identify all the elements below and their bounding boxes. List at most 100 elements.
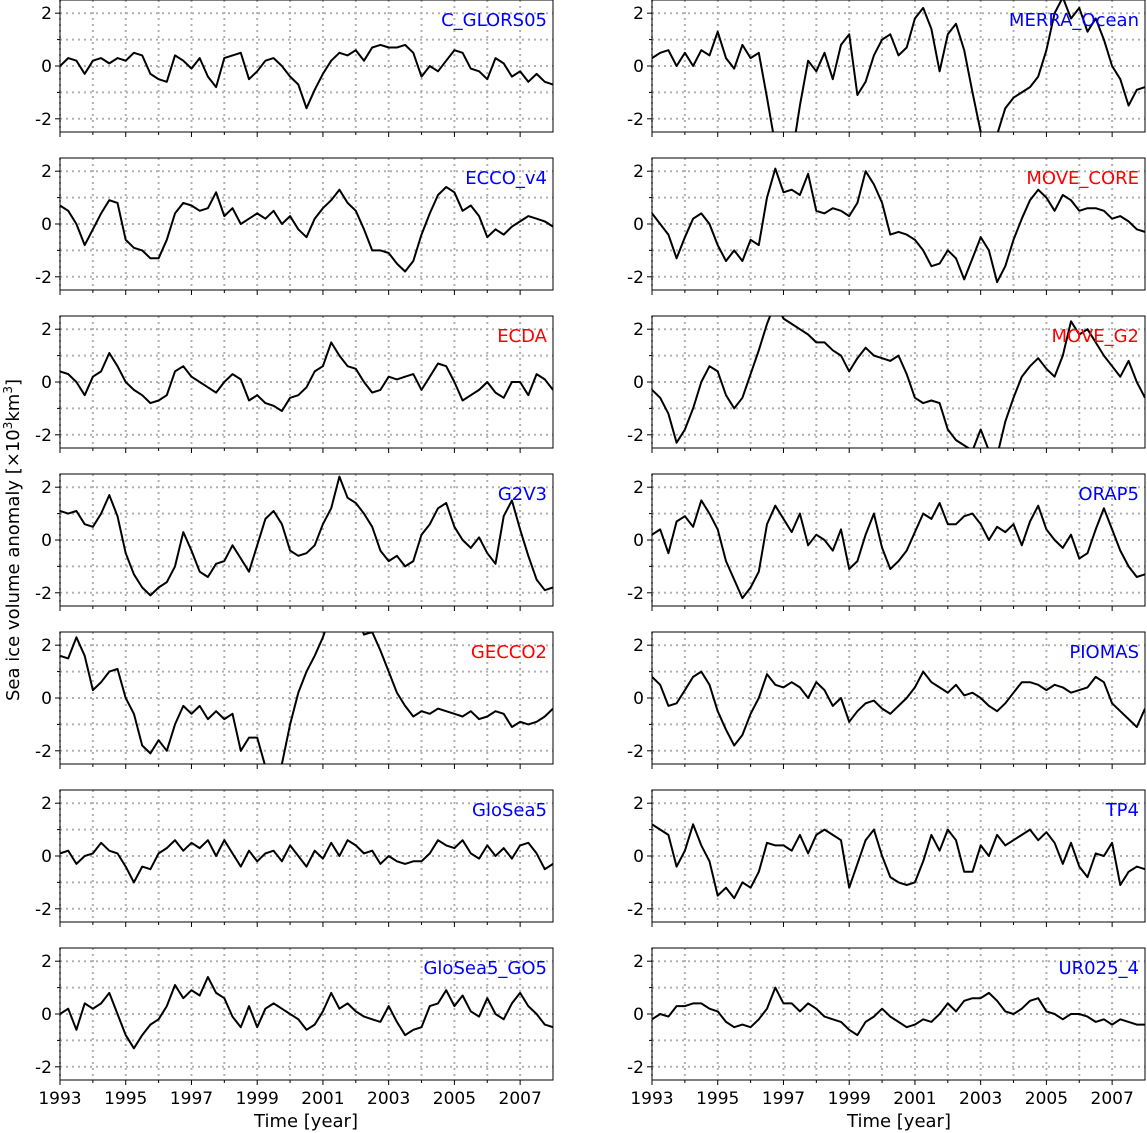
x-tick-label: 2001 xyxy=(893,1089,936,1109)
y-tick-label: -2 xyxy=(627,426,644,446)
y-tick-label: 0 xyxy=(633,215,644,235)
y-tick-label: -2 xyxy=(35,1058,52,1078)
y-tick-label: 2 xyxy=(633,794,644,814)
y-axis-label: Sea ice volume anomaly [×103km3] xyxy=(1,379,24,701)
y-tick-label: 0 xyxy=(633,373,644,393)
panel-label-merra-ocean: MERRA_Ocean xyxy=(1009,10,1139,31)
series-line-move-g2 xyxy=(652,316,1145,448)
panel-label-tp4: TP4 xyxy=(1105,800,1139,821)
panel-label-gecco2: GECCO2 xyxy=(471,642,547,663)
panel-g2v3: -2 0 2 G2V3 xyxy=(35,473,554,611)
series-line-ecco-v4 xyxy=(60,186,553,273)
y-tick-label: 0 xyxy=(41,531,52,551)
series-line-merra-ocean xyxy=(652,0,1145,132)
y-tick-label: -2 xyxy=(627,268,644,288)
y-tick-label: 0 xyxy=(41,373,52,393)
series-line-ecda xyxy=(60,341,553,412)
y-tick-label: 0 xyxy=(41,847,52,867)
series-line-piomas xyxy=(652,670,1145,747)
x-tick-label: 1993 xyxy=(38,1089,81,1109)
panel-label-ecda: ECDA xyxy=(497,326,547,347)
y-tick-label: -2 xyxy=(35,584,52,604)
y-tick-label: 0 xyxy=(633,57,644,77)
y-tick-label: -2 xyxy=(627,1058,644,1078)
y-tick-label: -2 xyxy=(35,900,52,920)
y-tick-label: 0 xyxy=(633,847,644,867)
y-tick-label: 2 xyxy=(633,478,644,498)
panel-label-c-glors05: C_GLORS05 xyxy=(441,10,547,31)
panel-label-glosea5-go5: GloSea5_GO5 xyxy=(423,958,547,979)
y-tick-label: 0 xyxy=(633,689,644,709)
panel-label-ecco-v4: ECCO_v4 xyxy=(465,168,547,189)
panel-ecco-v4: -2 0 2 ECCO_v4 xyxy=(35,157,554,295)
y-tick-label: 2 xyxy=(41,636,52,656)
panel-glosea5: -2 0 2 GloSea5 xyxy=(35,789,554,927)
y-tick-label: 0 xyxy=(633,1005,644,1025)
y-tick-label: -2 xyxy=(35,268,52,288)
panels: -202 C_GLORS05-202 MERRA_Ocean-202 ECCO_v4-… xyxy=(35,0,1146,1109)
x-tick-label: 1993 xyxy=(630,1089,673,1109)
y-tick-label: 0 xyxy=(41,689,52,709)
y-tick-label: -2 xyxy=(627,584,644,604)
x-tick-label: 1995 xyxy=(696,1089,739,1109)
y-tick-label: 0 xyxy=(41,1005,52,1025)
series-line-c-glors05 xyxy=(60,43,553,110)
x-tick-label: 2003 xyxy=(959,1089,1002,1109)
panel-label-piomas: PIOMAS xyxy=(1069,642,1139,663)
y-tick-label: 2 xyxy=(633,636,644,656)
x-tick-label: 1997 xyxy=(762,1089,805,1109)
y-tick-label: 0 xyxy=(41,215,52,235)
panel-piomas: -2 0 2 PIOMAS xyxy=(627,631,1146,769)
series-line-glosea5-go5 xyxy=(60,976,553,1050)
panel-label-glosea5: GloSea5 xyxy=(472,800,547,821)
y-tick-label: 2 xyxy=(41,794,52,814)
x-tick-label: 1997 xyxy=(170,1089,213,1109)
series-line-g2v3 xyxy=(60,475,553,597)
y-tick-label: -2 xyxy=(35,426,52,446)
panel-orap5: -2 0 2 ORAP5 xyxy=(627,473,1146,611)
x-tick-label: 2005 xyxy=(433,1089,476,1109)
y-tick-label: -2 xyxy=(627,110,644,130)
y-tick-label: -2 xyxy=(627,742,644,762)
series-line-orap5 xyxy=(652,499,1145,600)
y-tick-label: -2 xyxy=(35,742,52,762)
x-tick-label: 2007 xyxy=(499,1089,542,1109)
x-tick-label: 1999 xyxy=(828,1089,871,1109)
y-tick-label: 2 xyxy=(41,478,52,498)
panel-ecda: -2 0 2 ECDA xyxy=(35,315,554,453)
panel-label-move-core: MOVE_CORE xyxy=(1026,168,1139,189)
x-tick-label: 2005 xyxy=(1025,1089,1068,1109)
series-line-ur025-4 xyxy=(652,986,1145,1037)
x-tick-label: 2001 xyxy=(301,1089,344,1109)
y-tick-label: 2 xyxy=(41,4,52,24)
x-axis-label-right: Time [year] xyxy=(846,1111,951,1132)
series-line-glosea5 xyxy=(60,839,553,884)
panel-move-core: -2 0 2 MOVE_CORE xyxy=(627,157,1146,295)
y-tick-label: -2 xyxy=(35,110,52,130)
panel-merra-ocean: -2 0 2 MERRA_Ocean xyxy=(627,0,1146,137)
x-tick-label: 2003 xyxy=(367,1089,410,1109)
y-tick-label: 0 xyxy=(633,531,644,551)
panel-label-move-g2: MOVE_G2 xyxy=(1052,326,1139,347)
panel-gecco2: -2 0 2 GECCO2 xyxy=(35,631,554,769)
panel-c-glors05: -2 0 2 C_GLORS05 xyxy=(35,0,554,137)
panel-tp4: -2 0 2 TP4 xyxy=(627,789,1146,927)
x-tick-label: 1995 xyxy=(104,1089,147,1109)
y-tick-label: 2 xyxy=(41,162,52,182)
y-tick-label: 2 xyxy=(633,4,644,24)
panel-label-ur025-4: UR025_4 xyxy=(1059,958,1140,979)
panel-move-g2: -2 0 2 MOVE_G2 xyxy=(627,315,1146,453)
x-axis-label-left: Time [year] xyxy=(253,1111,358,1132)
panel-label-g2v3: G2V3 xyxy=(498,484,547,505)
series-line-gecco2 xyxy=(60,632,553,764)
y-tick-label: 2 xyxy=(633,320,644,340)
y-tick-label: 2 xyxy=(41,952,52,972)
panel-ur025-4: -2 0 2 1993 1995 1997 1999 2001 2003 2005 2007 UR02… xyxy=(627,947,1146,1109)
x-tick-label: 2007 xyxy=(1091,1089,1134,1109)
y-tick-label: 0 xyxy=(41,57,52,77)
panel-glosea5-go5: -2 0 2 1993 1995 1997 1999 2001 2003 2005 2007 GloS… xyxy=(35,947,554,1109)
x-tick-label: 1999 xyxy=(236,1089,279,1109)
series-line-tp4 xyxy=(652,823,1145,900)
y-tick-label: 2 xyxy=(41,320,52,340)
